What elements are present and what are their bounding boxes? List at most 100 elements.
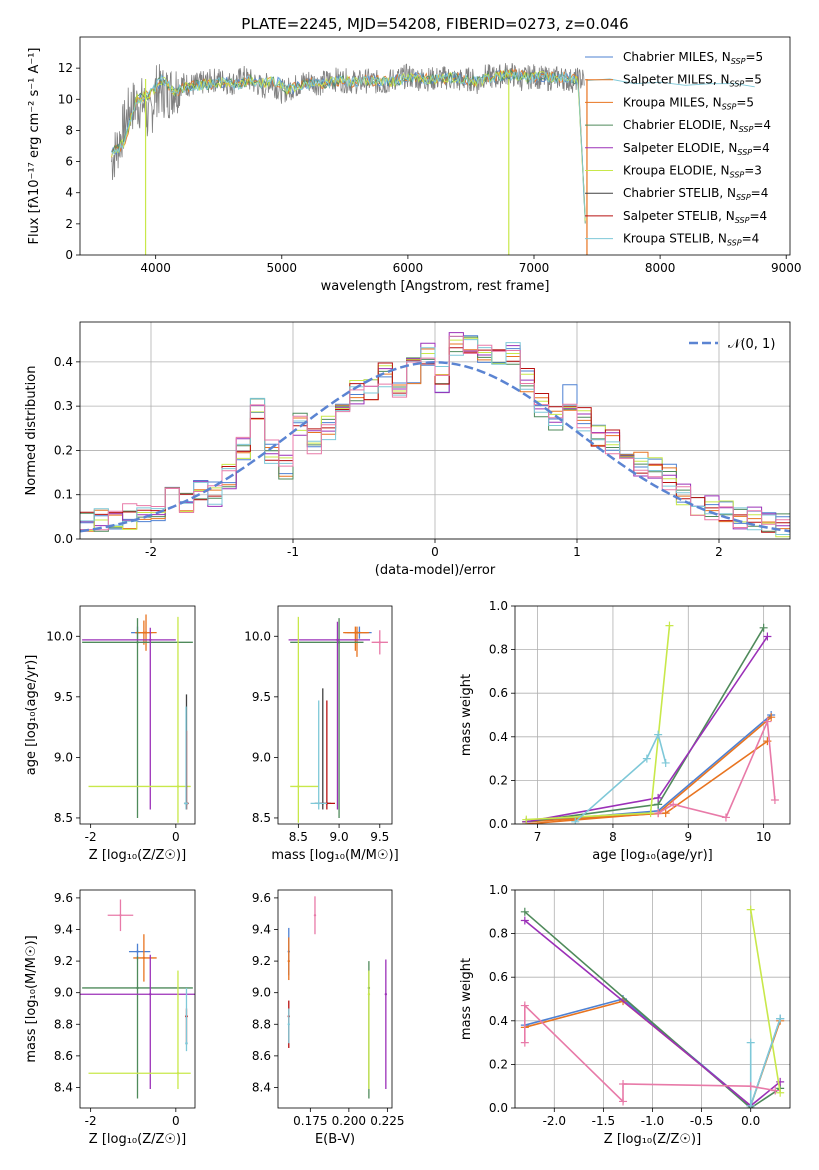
- y-tick-label: 9.2: [54, 954, 73, 968]
- legend-label: Salpeter ELODIE, NSSP=4: [623, 141, 770, 157]
- axes-spectrum: 4000 5000 6000 7000 8000 9000 0 2 4 6 8 10 12 wavelen…: [27, 36, 801, 294]
- axes-massweight_vs_Z: -2.0 -1.5 -1.0 -0.5 0.0 0.0 0.2 0.4 0.6 0.8 1.0 Z […: [459, 883, 791, 1147]
- x-tick-label: 0.175: [293, 1114, 327, 1128]
- plus-marker: [770, 796, 779, 805]
- y-tick-label: 0.1: [54, 488, 73, 502]
- spectrum-model-extended: [586, 78, 755, 88]
- y-tick-label: 0.4: [489, 1014, 508, 1028]
- x-tick-label: -2: [145, 545, 157, 559]
- plus-marker: [763, 632, 772, 641]
- y-tick-label: 8.5: [54, 811, 73, 825]
- x-axis-label: Z [log₁₀(Z/Z☉)]: [89, 848, 186, 863]
- plot-area-massweight_vs_age: [522, 621, 779, 824]
- data-point: [142, 956, 146, 960]
- y-tick-label: 0.2: [489, 773, 508, 787]
- data-point: [185, 1042, 188, 1045]
- plus-marker: [654, 730, 663, 739]
- data-point: [149, 638, 152, 642]
- plus-marker: [654, 793, 663, 802]
- data-point: [136, 986, 139, 990]
- y-tick-label: 0.6: [489, 686, 508, 700]
- plus-marker: [669, 800, 678, 809]
- plus-marker: [746, 905, 755, 914]
- y-tick-label: 0.0: [489, 817, 508, 831]
- mass-weight-line: [526, 740, 768, 823]
- y-tick-label: 0.8: [489, 643, 508, 657]
- spectrum-model-line: [111, 70, 586, 219]
- mass-weight-line: [526, 636, 769, 823]
- axes-massweight_vs_age: 7 8 9 10 0.0 0.2 0.4 0.6 0.8 1.0 age [log₁₀(age/yr…: [459, 599, 791, 863]
- plot-area-spectrum: [111, 63, 755, 255]
- y-tick-label: 0.8: [489, 927, 508, 941]
- y-tick-label: 9.0: [54, 750, 73, 764]
- figure-title: PLATE=2245, MJD=54208, FIBERID=0273, z=0…: [241, 15, 628, 33]
- y-tick-label: 0.4: [489, 730, 508, 744]
- axes-residuals: -2 -1 0 1 2 0.0 0.1 0.2 0.3 0.4 (data-model)/error…: [24, 321, 791, 578]
- x-axis-label: Z [log₁₀(Z/Z☉)]: [604, 1132, 701, 1147]
- data-point: [184, 802, 188, 805]
- data-point: [378, 641, 381, 644]
- data-point: [144, 631, 148, 634]
- x-tick-label: -0.5: [690, 1114, 713, 1128]
- x-tick-label: 5000: [267, 261, 298, 275]
- data-point: [136, 950, 139, 953]
- x-tick-label: -1: [287, 545, 299, 559]
- spectrum-model-line: [111, 68, 586, 216]
- x-tick-label: 0: [172, 1114, 180, 1128]
- axes-frame: [514, 605, 791, 825]
- y-axis-label: mass weight: [459, 958, 474, 1040]
- x-tick-label: 8000: [645, 261, 676, 275]
- y-tick-label: 0.2: [489, 1057, 508, 1071]
- plus-marker: [759, 623, 768, 632]
- y-tick-label: 0.0: [489, 1101, 508, 1115]
- y-tick-label: 8.8: [54, 1017, 73, 1031]
- x-tick-label: 9.5: [370, 830, 389, 844]
- x-axis-label: age [log₁₀(age/yr)]: [592, 848, 713, 863]
- axes-mass_vs_ebv: 0.175 0.200 0.225 8.4 8.6 8.8 9.0 9.2 9.4 9.6 E(B-…: [252, 889, 405, 1147]
- legend-label: Chabrier STELIB, NSSP=4: [623, 186, 768, 202]
- plus-marker: [520, 907, 529, 916]
- data-point: [384, 993, 388, 996]
- mass-weight-line: [657, 721, 776, 819]
- axes-frame: [277, 889, 393, 1109]
- plot-area-mass_vs_ebv: [287, 896, 388, 1099]
- data-point: [336, 638, 339, 642]
- spectrum-legend: Chabrier MILES, NSSP=5 Salpeter MILES, NS…: [585, 50, 771, 248]
- y-tick-label: 10.0: [244, 629, 271, 643]
- plus-marker: [661, 758, 670, 767]
- axes-mass_vs_Z: -2 0 8.4 8.6 8.8 9.0 9.2 9.4 9.6 Z [log₁₀(Z/Z☉)] m…: [24, 889, 196, 1147]
- plot-area-residuals: [80, 332, 790, 538]
- legend-label: Chabrier MILES, NSSP=5: [623, 50, 763, 66]
- plus-marker: [646, 809, 655, 818]
- x-tick-label: 0.0: [741, 1114, 760, 1128]
- y-tick-label: 2: [65, 217, 73, 231]
- gaussian-curve: [80, 361, 790, 533]
- x-tick-label: -2: [85, 1114, 97, 1128]
- data-point: [136, 641, 139, 644]
- data-point: [119, 914, 122, 917]
- axes-frame: [79, 605, 196, 825]
- x-tick-label: 10: [756, 830, 771, 844]
- data-point: [367, 993, 371, 996]
- x-tick-label: 7000: [519, 261, 550, 275]
- x-tick-label: 0: [431, 545, 439, 559]
- data-point: [337, 641, 341, 644]
- y-tick-label: 0.0: [54, 532, 73, 546]
- plus-marker: [776, 1014, 785, 1023]
- plot-area-massweight_vs_Z: [520, 905, 785, 1108]
- legend-label: Salpeter MILES, NSSP=5: [623, 73, 762, 89]
- y-tick-label: 10.0: [46, 629, 73, 643]
- y-axis-label: Flux [fλ10⁻¹⁷ erg cm⁻² s⁻¹ A⁻¹]: [27, 48, 42, 245]
- plus-marker: [721, 813, 730, 822]
- mass-weight-line: [526, 716, 772, 824]
- plot-area-age_vs_mass: [288, 616, 388, 823]
- data-point: [149, 993, 152, 996]
- y-axis-label: Normed distribution: [24, 366, 39, 496]
- y-tick-label: 8.4: [252, 1080, 271, 1094]
- plot-area-mass_vs_Z: [80, 899, 195, 1099]
- x-tick-label: 9.0: [330, 830, 349, 844]
- axes-frame: [277, 605, 393, 825]
- y-tick-label: 9.5: [252, 690, 271, 704]
- data-point: [176, 1072, 180, 1075]
